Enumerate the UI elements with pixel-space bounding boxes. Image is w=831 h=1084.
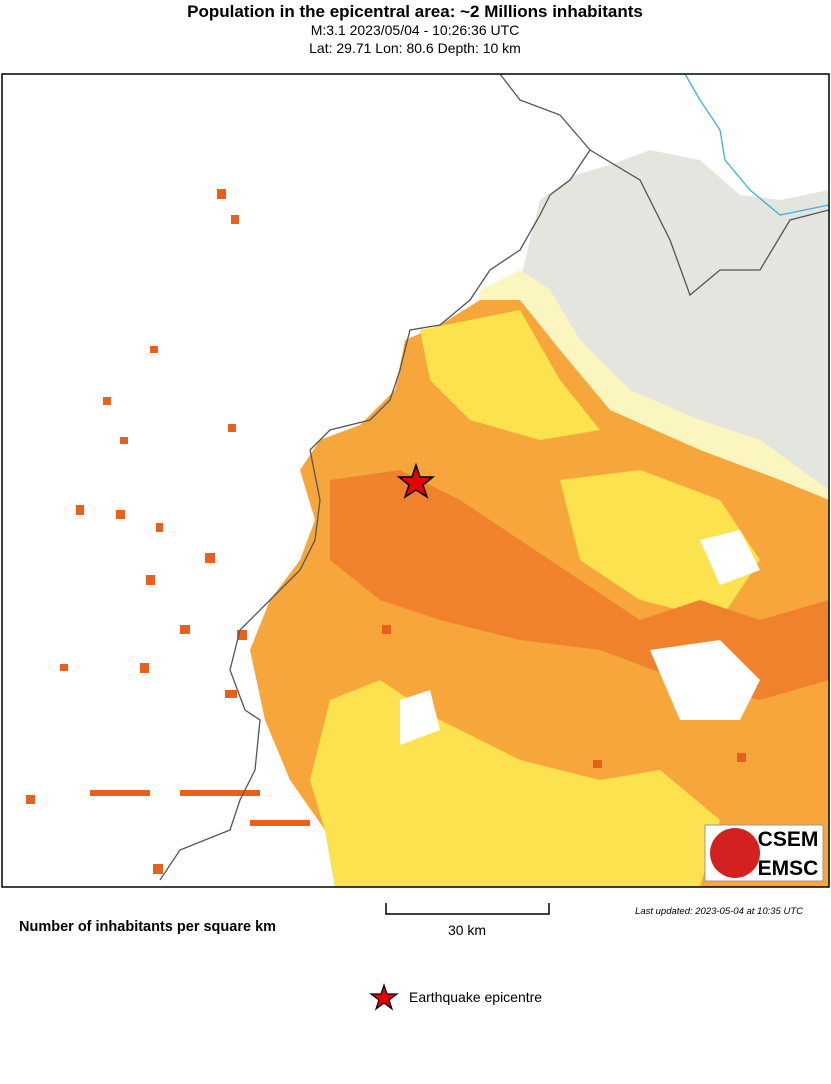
logo: CSEM EMSC	[704, 824, 824, 882]
border	[159, 74, 591, 881]
region-empty-2	[400, 690, 440, 745]
border-north	[589, 149, 829, 297]
logo-text: CSEM	[758, 828, 819, 851]
logo-globe	[710, 828, 760, 878]
region-empty	[650, 640, 760, 720]
map-frame	[1, 73, 830, 888]
map: CSEM EMSC	[2, 74, 829, 887]
last-updated: Last updated: 2023-05-04 at 10:35 UTC	[635, 906, 803, 917]
legend-title: Number of inhabitants per square km	[19, 919, 276, 935]
settlements	[26, 189, 746, 874]
location: Lat: 29.71 Lon: 80.6 Depth: 10 km	[309, 40, 521, 56]
region-yellow-3	[560, 470, 760, 620]
title: Population in the epicentral area: ~2 Mi…	[187, 2, 643, 21]
scale-label: 30 km	[448, 922, 486, 938]
scale-bar	[385, 903, 550, 915]
river	[684, 74, 829, 216]
legend-epicentre-icon	[369, 983, 399, 1011]
logo-text: EMSC	[758, 857, 819, 880]
region-yellow-2	[420, 310, 600, 440]
region-empty-3	[700, 530, 760, 585]
region-low	[470, 270, 829, 520]
subtitle: M:3.1 2023/05/04 - 10:26:36 UTC	[311, 22, 520, 38]
epicentre	[396, 462, 436, 499]
region-sparse	[520, 150, 829, 500]
legend-epicentre: Earthquake epicentre	[409, 989, 542, 1005]
